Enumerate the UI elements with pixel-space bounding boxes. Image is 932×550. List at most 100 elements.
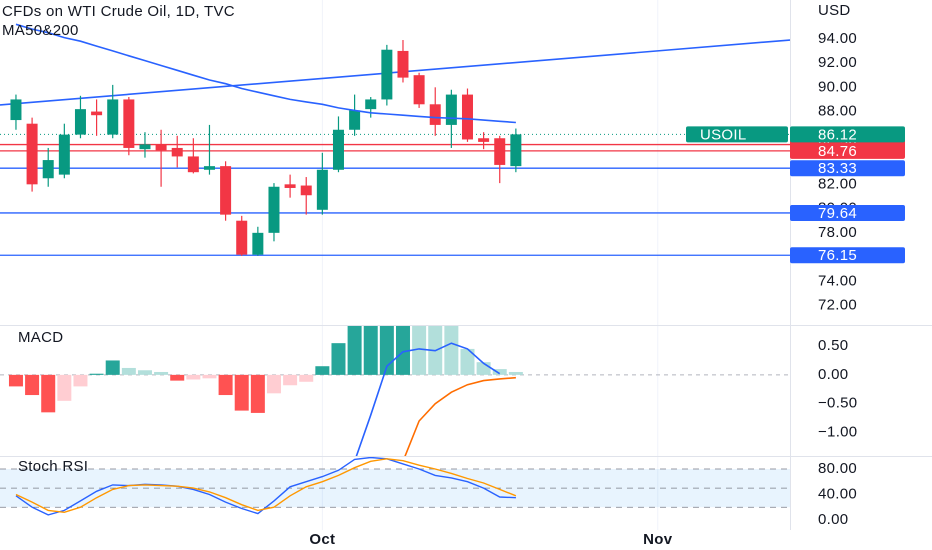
price-tag (790, 142, 905, 159)
histogram-bar (170, 374, 185, 381)
y-tick-label: 72.00 (818, 297, 857, 314)
histogram-bar (218, 374, 233, 396)
histogram-bar (412, 325, 427, 375)
histogram-bar (460, 348, 475, 375)
pane-title: Stoch RSI (18, 458, 88, 475)
macd-pane (0, 325, 790, 456)
y-tick-label: −0.50 (818, 395, 857, 412)
candle-body (107, 99, 119, 135)
trend-line (0, 39, 790, 106)
candle-body (74, 109, 86, 135)
histogram-bar (154, 371, 169, 375)
y-tick-label: 94.00 (818, 30, 857, 47)
histogram-bar (299, 374, 314, 382)
price-pane (0, 23, 790, 256)
candle-body (220, 166, 232, 215)
indicator-line (15, 457, 516, 516)
chart-title: CFDs on WTI Crude Oil, 1D, TVC (2, 3, 235, 20)
y-tick-label: 92.00 (818, 54, 857, 71)
candle-body (284, 184, 296, 188)
candle-body (478, 138, 490, 142)
histogram-bar (331, 343, 346, 375)
candle-body (413, 75, 425, 105)
candle-body (171, 147, 183, 157)
candle-body (461, 94, 473, 140)
indicator-label: MA50&200 (2, 22, 79, 39)
x-tick-label: Nov (643, 531, 673, 548)
candle-body (365, 99, 377, 110)
y-tick-label: 74.00 (818, 272, 857, 289)
histogram-bar (508, 371, 523, 375)
candle-body (429, 104, 441, 125)
histogram-bar (202, 374, 217, 379)
histogram-bar (250, 374, 265, 413)
histogram-bar (234, 374, 249, 411)
histogram-bar (105, 360, 120, 375)
indicator-line (15, 458, 517, 514)
price-tag-label: 84.76 (818, 143, 857, 160)
candle-body (155, 144, 167, 151)
y-tick-label: −1.00 (818, 423, 857, 440)
histogram-bar (395, 325, 410, 375)
candle-body (123, 99, 135, 148)
axis-layer: Oct Nov 94.00 92.00 90.00 88.00 82.00 80.00 78.0… (309, 30, 905, 548)
symbol-tag-label: USOIL (700, 126, 747, 143)
symbol-tag (686, 126, 788, 143)
y-tick-label: 0.00 (818, 366, 848, 383)
price-tag-label: 79.64 (818, 205, 857, 222)
histogram-bar (444, 325, 459, 375)
band-fill (0, 468, 790, 508)
stoch-pane (0, 457, 790, 516)
candle-body (42, 160, 54, 179)
pane-title: MACD (18, 329, 63, 346)
candle-body (10, 99, 22, 121)
candle-body (510, 134, 522, 167)
histogram-bar (347, 325, 362, 375)
candle-body (203, 166, 215, 170)
candle-body (268, 186, 280, 233)
moving-average (15, 23, 516, 124)
price-tag (790, 160, 905, 177)
indicator-line (404, 376, 516, 456)
histogram-bar (266, 374, 281, 394)
candle-body (236, 220, 248, 255)
y-tick-label: 82.00 (818, 175, 857, 192)
histogram-bar (8, 374, 23, 387)
last-price-label: 86.12 (818, 126, 857, 143)
candle-body (332, 129, 344, 170)
y-tick-label: 78.00 (818, 224, 857, 241)
last-price-tag (790, 126, 905, 143)
price-tag (790, 204, 905, 221)
candle-body (349, 110, 361, 130)
histogram-bar (315, 366, 330, 375)
histogram-bar (25, 374, 40, 396)
price-tag (790, 247, 905, 264)
histogram-bar (283, 374, 298, 386)
y-tick-label: 88.00 (818, 103, 857, 120)
histogram-bar (89, 373, 104, 375)
candle-body (381, 49, 393, 100)
y-tick-label: 40.00 (818, 485, 857, 502)
histogram-bar (41, 374, 56, 413)
price-tag-label: 83.33 (818, 160, 857, 177)
candle-body (139, 144, 151, 150)
histogram-bar (121, 367, 136, 375)
candle-body (26, 123, 38, 185)
histogram-bar (492, 369, 507, 375)
candle-body (58, 134, 70, 175)
y-tick-label: 80.00 (818, 460, 857, 477)
candle-body (316, 169, 328, 210)
candle-body (252, 232, 264, 255)
indicator-line (355, 342, 501, 456)
candle-body (300, 185, 312, 196)
y-tick-label: 0.00 (818, 511, 848, 528)
candle-body (91, 111, 103, 116)
histogram-bar (57, 374, 72, 401)
price-tag-label: 76.15 (818, 247, 857, 264)
histogram-bar (363, 325, 378, 375)
y-axis-label: USD (818, 2, 851, 19)
y-tick-label: 90.00 (818, 78, 857, 95)
